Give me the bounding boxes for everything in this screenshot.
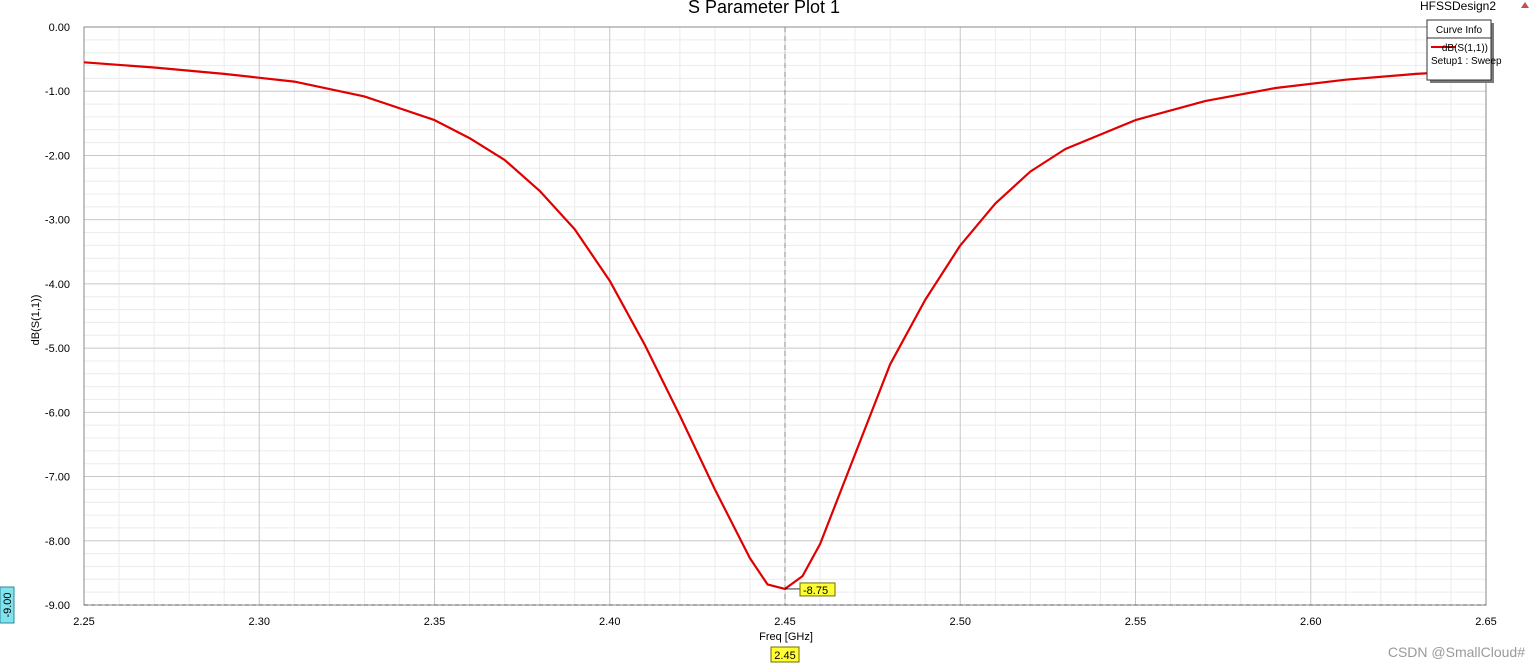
- x-tick-label: 2.50: [950, 616, 971, 628]
- chart-title: S Parameter Plot 1: [688, 0, 840, 17]
- y-tick-label: -4.00: [45, 279, 70, 291]
- y-tick-label: -7.00: [45, 472, 70, 484]
- legend-box: [1426, 19, 1492, 81]
- marker-value-box: [799, 582, 836, 597]
- x-axis-label: Freq [GHz]: [759, 631, 813, 643]
- legend[interactable]: Curve Info dB(S(1,1)) Setup1 : Sweep: [1426, 19, 1502, 83]
- y-reference-badge-box: [0, 586, 15, 624]
- y-tick-label: -3.00: [45, 215, 70, 227]
- x-tick-label: 2.45: [774, 616, 795, 628]
- x-axis-ticks: 2.25 2.30 2.35 2.40 2.45 2.50 2.55 2.60 2.65: [73, 616, 1496, 628]
- legend-title: Curve Info: [1436, 25, 1483, 36]
- marker[interactable]: -8.75: [785, 582, 836, 597]
- y-tick-label: -8.00: [45, 536, 70, 548]
- collapse-arrow-icon[interactable]: [1521, 2, 1529, 8]
- x-marker-badge-box: [770, 646, 800, 663]
- x-marker-badge: 2.45: [770, 646, 800, 663]
- x-tick-label: 2.25: [73, 616, 94, 628]
- y-tick-label: -9.00: [45, 600, 70, 612]
- y-tick-label: -1.00: [45, 86, 70, 98]
- x-tick-label: 2.30: [249, 616, 270, 628]
- y-reference-badge: -9.00: [0, 586, 15, 624]
- legend-entry-sub: Setup1 : Sweep: [1431, 56, 1502, 67]
- watermark: CSDN @SmallCloud#: [1388, 644, 1525, 660]
- x-tick-label: 2.35: [424, 616, 445, 628]
- marker-value-label: -8.75: [803, 585, 828, 597]
- x-tick-label: 2.65: [1475, 616, 1496, 628]
- x-tick-label: 2.60: [1300, 616, 1321, 628]
- y-tick-label: -6.00: [45, 407, 70, 419]
- y-tick-label: -2.00: [45, 150, 70, 162]
- series-line-dbs11: [83, 61, 1452, 590]
- x-tick-label: 2.40: [599, 616, 620, 628]
- x-tick-label: 2.55: [1125, 616, 1146, 628]
- y-tick-label: -5.00: [45, 343, 70, 355]
- design-name: HFSSDesign2: [1420, 0, 1496, 13]
- y-axis-ticks: 0.00 -1.00 -2.00 -3.00 -4.00 -5.00 -6.00 -7.00 -…: [45, 22, 70, 612]
- y-axis-label: dB(S(1,1)): [30, 295, 42, 346]
- y-reference-badge-label: -9.00: [2, 592, 14, 617]
- x-marker-badge-label: 2.45: [774, 650, 795, 662]
- legend-entry-name: dB(S(1,1)): [1442, 43, 1488, 54]
- y-tick-label: 0.00: [49, 22, 70, 34]
